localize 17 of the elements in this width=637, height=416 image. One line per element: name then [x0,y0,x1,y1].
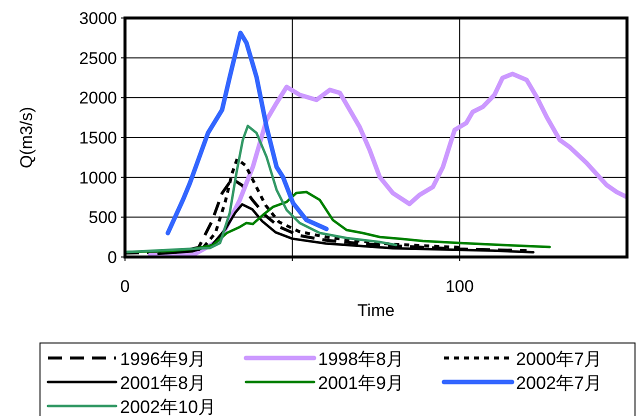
legend-label: 2001年8月 [120,373,206,393]
y-tick-label: 2000 [79,88,117,108]
legend-label: 2002年10月 [120,397,216,416]
y-tick-label: 500 [88,208,117,228]
x-tick-label: 100 [445,277,474,296]
y-tick-label: 1000 [79,168,117,188]
legend-label: 2000年7月 [516,349,602,369]
y-tick-label: 2500 [79,48,117,68]
y-tick-label: 3000 [79,9,117,28]
legend-label: 2001年9月 [318,373,404,393]
y-tick-label: 1500 [79,128,117,148]
y-tick-label: 0 [108,248,117,267]
legend-label: 2002年7月 [516,373,602,393]
y-axis-title: Q(m3/s) [17,106,36,168]
legend-label: 1998年8月 [318,349,404,369]
legend-label: 1996年9月 [120,349,206,369]
x-axis-title: Time [357,301,395,320]
